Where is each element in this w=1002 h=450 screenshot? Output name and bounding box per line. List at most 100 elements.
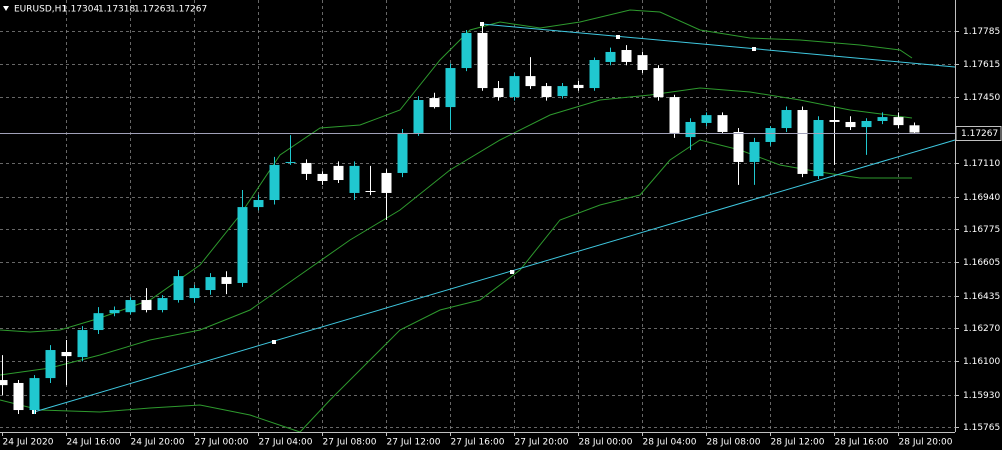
candle-body [301, 162, 312, 174]
y-tick-label: 1.17785 [963, 27, 1000, 37]
candle-body [733, 131, 744, 162]
y-tick-label: 1.16940 [963, 193, 1000, 203]
candle-body [477, 32, 488, 89]
candle-body [685, 121, 696, 138]
x-tick-label: 28 Jul 00:00 [579, 438, 633, 448]
x-tick-label: 27 Jul 04:00 [259, 438, 313, 448]
y-tick-label: 1.16270 [963, 324, 1000, 334]
band-middle [0, 87, 913, 376]
x-tick-label: 27 Jul 00:00 [195, 438, 249, 448]
candle-body [701, 115, 712, 123]
candle-body [589, 60, 600, 89]
candle-body [205, 277, 216, 291]
candle-body [0, 380, 8, 386]
candle-body [221, 277, 232, 284]
candle-body [285, 161, 296, 163]
x-tick-label: 28 Jul 16:00 [835, 438, 889, 448]
candle-body [77, 330, 88, 358]
trend-anchor [510, 270, 514, 274]
candle-body [45, 350, 56, 379]
header-high: 1.17318 [98, 5, 135, 15]
y-tick-label: 1.16605 [963, 258, 1000, 268]
y-tick-label: 1.16100 [963, 357, 1000, 367]
trendline-resistance [481, 23, 956, 68]
candle-body [797, 110, 808, 174]
candle-body [541, 86, 552, 98]
candle-body [381, 172, 392, 193]
candle-body [29, 378, 40, 411]
candle-body [509, 76, 520, 98]
candle-body [653, 68, 664, 98]
candle-body [573, 84, 584, 89]
candle-body [61, 351, 72, 357]
candle-body [877, 117, 888, 121]
candle-body [749, 141, 760, 162]
x-tick-label: 28 Jul 20:00 [899, 438, 953, 448]
candle-body [525, 76, 536, 87]
candle-body [109, 310, 120, 314]
candle-body [173, 276, 184, 301]
x-tick-label: 27 Jul 12:00 [387, 438, 441, 448]
candle-body [397, 132, 408, 173]
candle-body [349, 165, 360, 193]
candle-body [765, 128, 776, 142]
candle-body [717, 115, 728, 132]
y-tick-label: 1.15765 [963, 423, 1000, 433]
x-tick-label: 27 Jul 20:00 [515, 438, 569, 448]
candle-body [253, 200, 264, 208]
candle-body [845, 121, 856, 128]
candles [0, 24, 920, 414]
trend-anchor [480, 22, 484, 26]
candle-body [13, 382, 24, 411]
x-tick-label: 24 Jul 16:00 [67, 438, 121, 448]
candle-body [605, 51, 616, 62]
header-open: 1.17304 [62, 5, 99, 15]
y-tick-label: 1.16775 [963, 225, 1000, 235]
x-tick-label: 28 Jul 12:00 [771, 438, 825, 448]
candle-body [429, 98, 440, 108]
axes: 1.17785 1.17615 1.17450 1.17110 1.16940 1.167… [0, 27, 1002, 448]
candle-body [829, 120, 840, 122]
candle-body [445, 68, 456, 108]
header-close: 1.17267 [170, 5, 207, 15]
candle-body [93, 313, 104, 331]
y-tick-label: 1.16435 [963, 292, 1000, 302]
y-tick-label: 1.17615 [963, 60, 1000, 70]
candle-body [125, 300, 136, 313]
trend-anchor [272, 340, 276, 344]
y-tick-label: 1.17450 [963, 93, 1000, 103]
x-tick-label: 24 Jul 2020 [3, 438, 54, 448]
x-tick-label: 27 Jul 08:00 [323, 438, 377, 448]
trend-anchor [752, 47, 756, 51]
y-tick-label: 1.17110 [963, 159, 1000, 169]
candle-body [493, 88, 504, 98]
menu-triangle [3, 6, 9, 11]
header-low: 1.17263 [134, 5, 171, 15]
candle-body [861, 120, 872, 128]
candle-body [157, 298, 168, 311]
candle-body [621, 50, 632, 62]
x-tick-label: 28 Jul 04:00 [643, 438, 697, 448]
current-price-label: 1.17267 [961, 129, 998, 139]
x-tick-label: 28 Jul 08:00 [707, 438, 761, 448]
candle-body [141, 300, 152, 311]
x-tick-label: 27 Jul 16:00 [451, 438, 505, 448]
candle-body [237, 207, 248, 283]
trendline-support [33, 139, 956, 413]
candle-body [557, 86, 568, 97]
candle-body [461, 32, 472, 69]
x-tick-label: 24 Jul 20:00 [131, 438, 185, 448]
candle-body [669, 97, 680, 133]
candle-body [333, 165, 344, 181]
candle-body [893, 117, 904, 126]
candle-body [413, 100, 424, 133]
candle-body [781, 110, 792, 129]
y-tick-label: 1.15930 [963, 391, 1000, 401]
candle-body [189, 288, 200, 299]
candle-body [813, 120, 824, 177]
chart-header: EURUSD,H1 1.17304 1.17318 1.17263 1.1726… [3, 5, 207, 15]
candle-body [365, 190, 376, 192]
symbol: EURUSD,H1 [14, 5, 67, 15]
